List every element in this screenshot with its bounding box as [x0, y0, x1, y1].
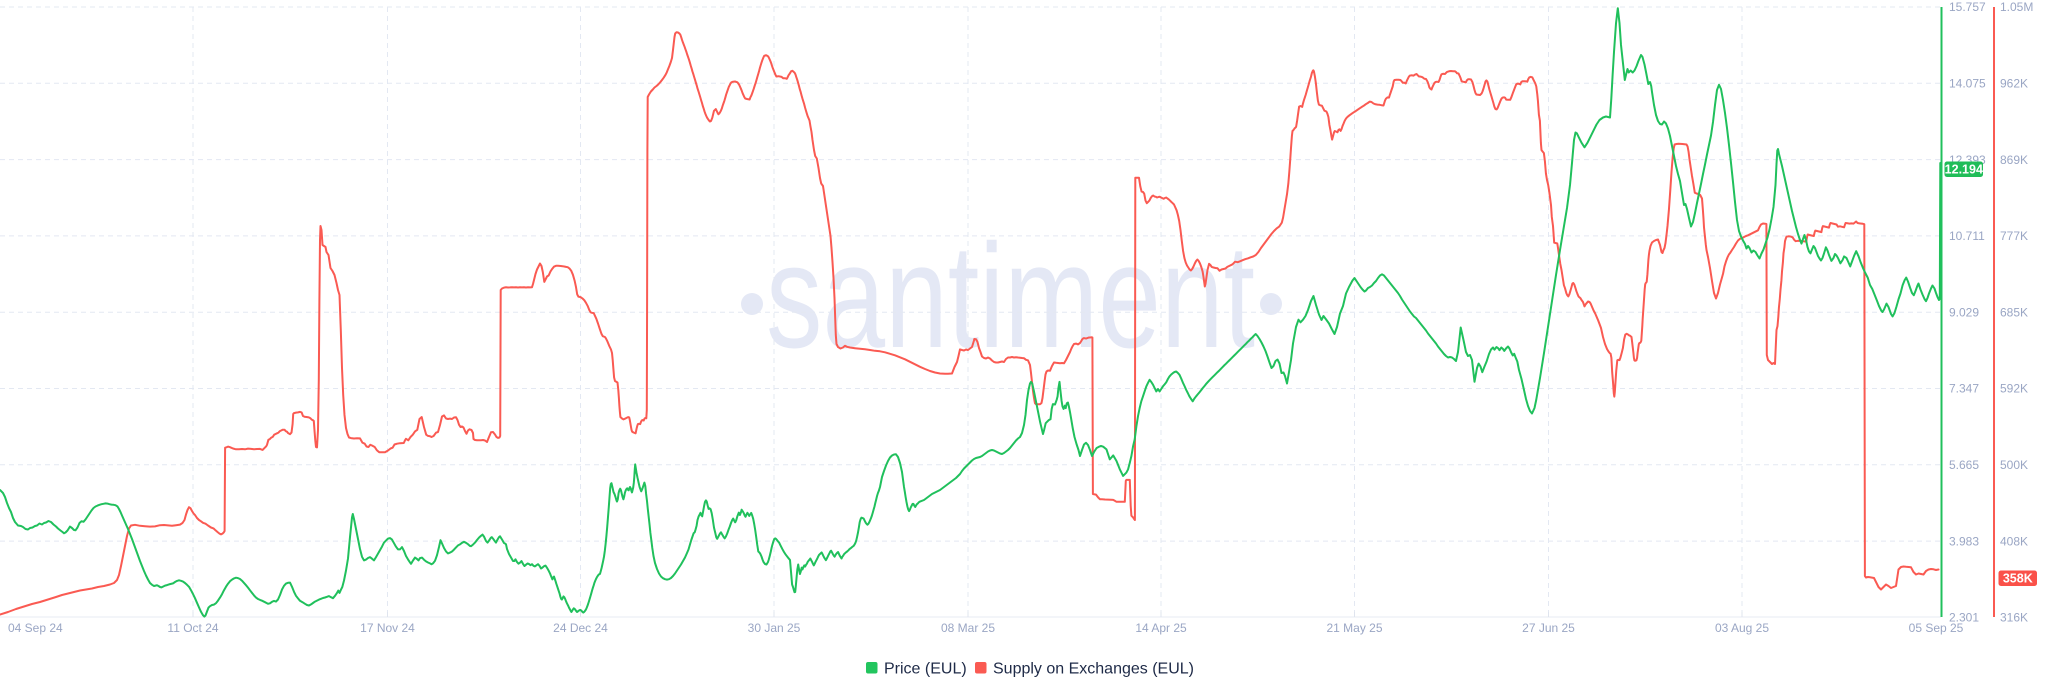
- svg-text:316K: 316K: [2000, 611, 2028, 625]
- svg-text:21 May 25: 21 May 25: [1326, 621, 1382, 635]
- svg-text:777K: 777K: [2000, 229, 2028, 243]
- svg-text:14.075: 14.075: [1949, 77, 1986, 91]
- svg-text:27 Jun 25: 27 Jun 25: [1522, 621, 1575, 635]
- svg-text:17 Nov 24: 17 Nov 24: [360, 621, 415, 635]
- svg-text:14 Apr 25: 14 Apr 25: [1135, 621, 1187, 635]
- svg-text:408K: 408K: [2000, 534, 2028, 548]
- svg-text:Price (EUL): Price (EUL): [884, 661, 967, 678]
- svg-text:04 Sep 24: 04 Sep 24: [8, 621, 63, 635]
- svg-text:2.301: 2.301: [1949, 611, 1979, 625]
- svg-text:7.347: 7.347: [1949, 382, 1979, 396]
- svg-text:10.711: 10.711: [1949, 229, 1985, 243]
- svg-text:500K: 500K: [2000, 458, 2028, 472]
- svg-text:Supply on Exchanges (EUL): Supply on Exchanges (EUL): [993, 661, 1194, 678]
- svg-text:11 Oct 24: 11 Oct 24: [167, 621, 218, 635]
- svg-text:03 Aug 25: 03 Aug 25: [1715, 621, 1769, 635]
- svg-text:12.194: 12.194: [1945, 163, 1983, 177]
- svg-text:685K: 685K: [2000, 305, 2028, 319]
- svg-text:24 Dec 24: 24 Dec 24: [553, 621, 608, 635]
- svg-text:3.983: 3.983: [1949, 534, 1979, 548]
- svg-text:santiment: santiment: [766, 214, 1255, 379]
- svg-text:9.029: 9.029: [1949, 305, 1979, 319]
- svg-text:5.665: 5.665: [1949, 458, 1979, 472]
- svg-text:1.05M: 1.05M: [2000, 0, 2033, 14]
- svg-text:08 Mar 25: 08 Mar 25: [941, 621, 995, 635]
- svg-text:962K: 962K: [2000, 77, 2028, 91]
- svg-text:358K: 358K: [2003, 572, 2033, 586]
- svg-text:05 Sep 25: 05 Sep 25: [1909, 621, 1964, 635]
- svg-text:869K: 869K: [2000, 153, 2028, 167]
- svg-text:15.757: 15.757: [1949, 0, 1986, 14]
- svg-text:592K: 592K: [2000, 382, 2028, 396]
- svg-text:30 Jan 25: 30 Jan 25: [748, 621, 801, 635]
